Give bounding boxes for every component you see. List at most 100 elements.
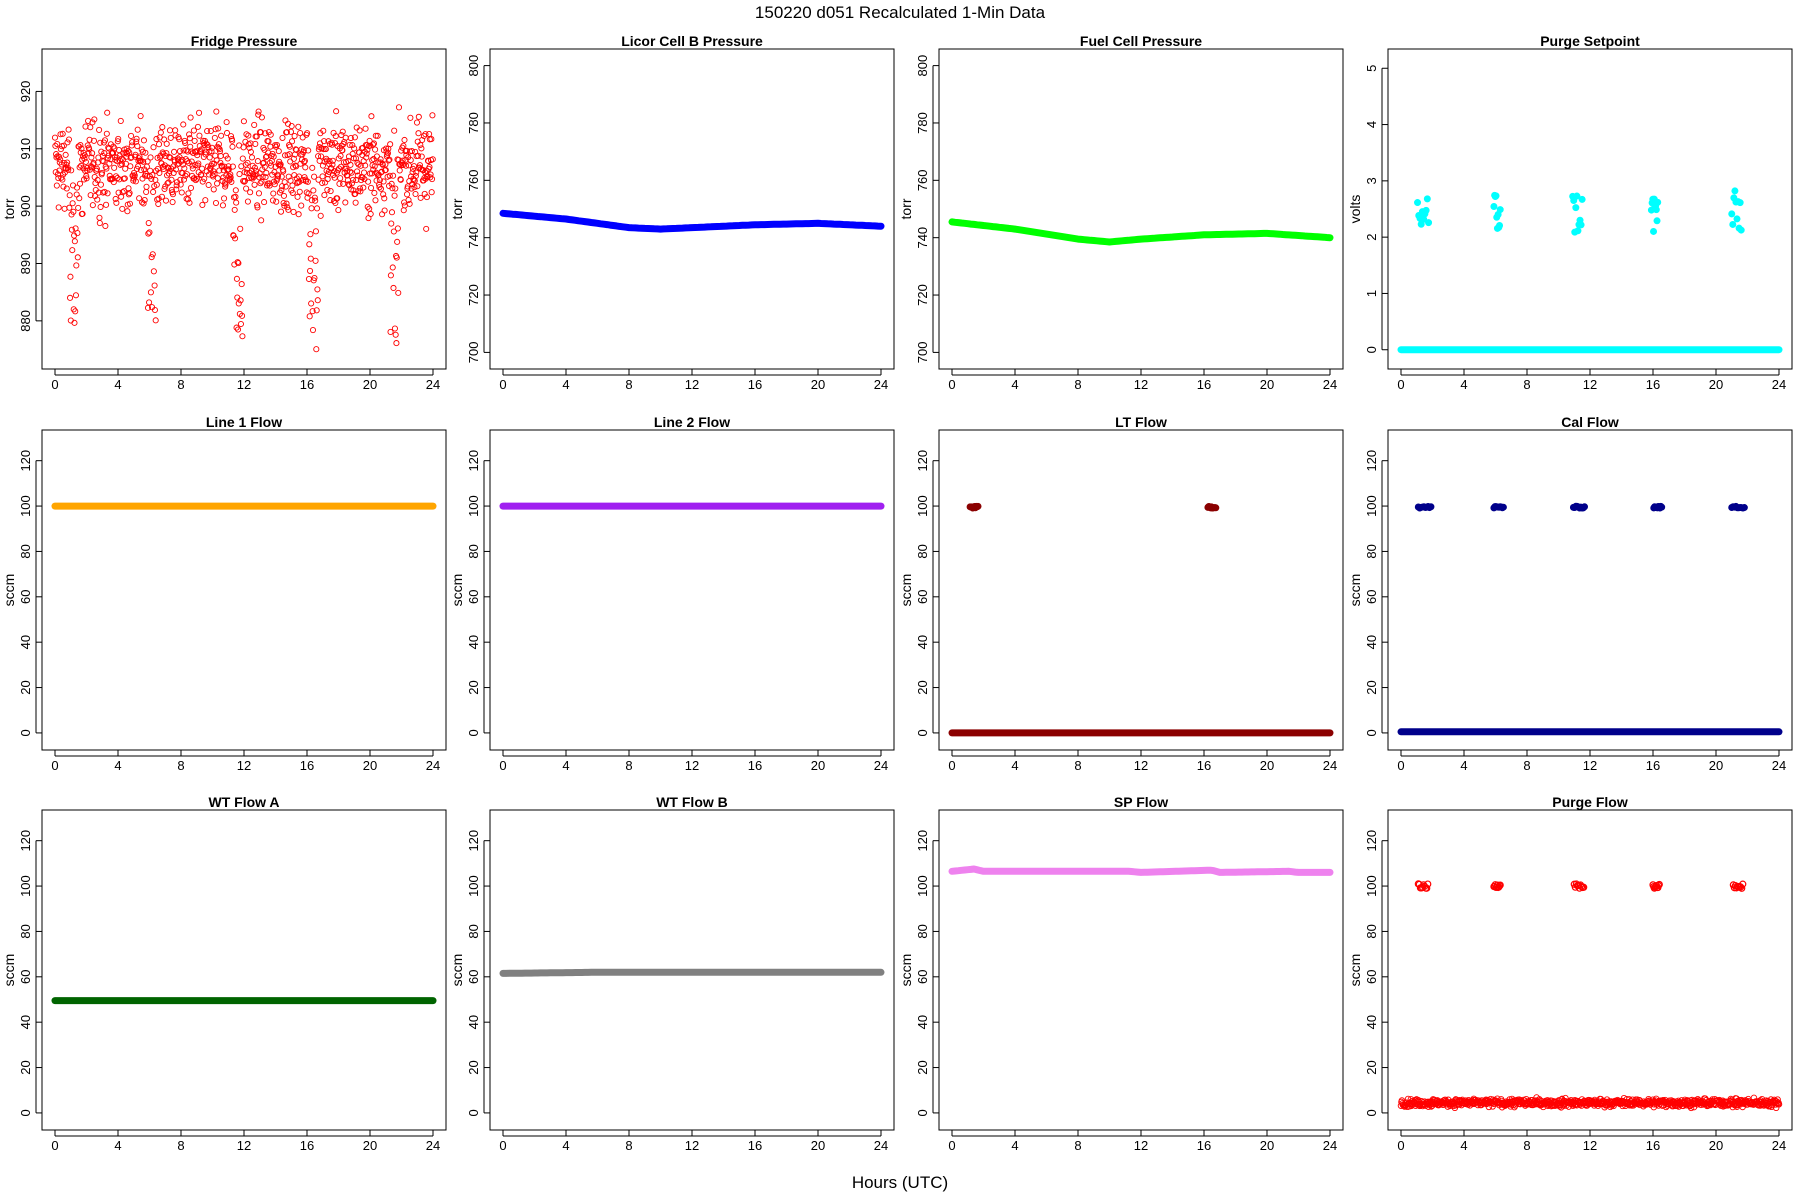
data-point — [289, 182, 296, 189]
data-point — [347, 134, 354, 142]
x-tick-label: 8 — [1523, 377, 1530, 392]
panel-title: Line 1 Flow — [206, 414, 282, 430]
data-point — [198, 146, 205, 153]
data-point — [384, 150, 392, 157]
y-tick-label: 40 — [18, 635, 33, 649]
x-tick-label: 0 — [1397, 1138, 1404, 1153]
series-fridge-pressure — [51, 104, 436, 353]
x-tick-label: 4 — [562, 1138, 569, 1153]
data-point — [134, 126, 141, 133]
data-point — [89, 202, 96, 209]
panel-title: SP Flow — [1114, 794, 1168, 810]
y-tick-label: 40 — [915, 1015, 930, 1029]
data-point — [399, 161, 407, 169]
data-point — [1578, 195, 1586, 203]
data-point — [247, 148, 254, 155]
data-point — [66, 204, 73, 211]
data-point — [1650, 227, 1658, 235]
data-point — [1733, 215, 1741, 223]
data-point — [378, 168, 385, 175]
y-tick-label: 80 — [18, 544, 33, 558]
data-point — [281, 179, 288, 186]
data-point — [137, 167, 145, 174]
x-tick-label: 12 — [1134, 758, 1148, 773]
data-point — [327, 197, 334, 204]
data-trace — [948, 865, 1334, 876]
panel-title: LT Flow — [1115, 414, 1167, 430]
data-point — [262, 174, 269, 181]
data-point — [86, 146, 93, 153]
data-point — [181, 165, 188, 172]
data-point — [57, 131, 64, 138]
data-point — [259, 174, 266, 181]
x-tick-label: 0 — [948, 377, 955, 392]
data-marks — [948, 502, 1334, 737]
data-point — [76, 164, 83, 171]
data-point — [186, 131, 193, 138]
data-point — [205, 181, 212, 189]
y-tick-label: 80 — [915, 544, 930, 558]
data-point — [147, 154, 154, 161]
y-tick-label: 780 — [915, 112, 930, 134]
data-point — [98, 148, 105, 155]
data-point — [289, 189, 296, 196]
x-tick-label: 12 — [237, 1138, 251, 1153]
data-point — [199, 201, 206, 208]
data-point — [184, 148, 191, 155]
panel-title: Line 2 Flow — [654, 414, 730, 430]
data-point — [235, 260, 242, 267]
x-tick-label: 4 — [1011, 758, 1018, 773]
data-point — [149, 171, 156, 179]
data-point — [55, 204, 62, 211]
data-point — [327, 188, 334, 195]
data-point — [68, 167, 75, 174]
panel-title: WT Flow B — [656, 794, 728, 810]
data-point — [346, 141, 353, 148]
data-point — [233, 275, 240, 282]
data-point — [320, 127, 327, 134]
data-trace — [499, 968, 885, 977]
data-point — [387, 141, 394, 148]
data-point — [365, 178, 372, 185]
data-point — [70, 208, 77, 215]
x-tick-label: 0 — [499, 1138, 506, 1153]
data-point — [282, 152, 289, 159]
data-point — [208, 148, 215, 155]
data-point — [416, 162, 423, 169]
data-point — [261, 163, 268, 171]
data-point — [239, 312, 246, 319]
data-point — [370, 140, 378, 147]
x-tick-label: 20 — [363, 758, 377, 773]
panel-purge-flow: Purge Flow 0 4 8 12 16 20 24 0 20 40 60 80 100 120 sccm — [1347, 794, 1793, 1153]
data-point — [73, 191, 80, 198]
data-point — [426, 130, 433, 138]
data-point — [67, 294, 74, 301]
data-point — [426, 164, 433, 171]
series-wt-flow-b — [499, 968, 885, 977]
data-point — [166, 127, 174, 134]
data-point — [74, 184, 81, 191]
data-point — [408, 185, 415, 192]
x-tick-label: 16 — [300, 758, 314, 773]
y-tick-label: 0 — [1364, 346, 1379, 353]
x-tick-label: 20 — [1260, 1138, 1274, 1153]
data-point — [96, 220, 103, 227]
data-point — [320, 138, 328, 145]
data-point — [209, 160, 216, 167]
data-point — [144, 158, 151, 165]
data-point — [119, 205, 126, 212]
data-point — [337, 175, 344, 182]
data-point — [332, 133, 339, 140]
data-point — [411, 184, 418, 191]
data-point — [282, 183, 289, 190]
data-point — [196, 109, 203, 116]
x-tick-label: 16 — [1646, 1138, 1660, 1153]
data-trace — [499, 209, 885, 233]
data-point — [1738, 884, 1746, 892]
data-point — [244, 159, 251, 166]
y-axis-label: volts — [1347, 195, 1363, 224]
data-point — [194, 123, 202, 130]
y-tick-label: 700 — [466, 342, 481, 364]
data-point — [257, 129, 264, 136]
